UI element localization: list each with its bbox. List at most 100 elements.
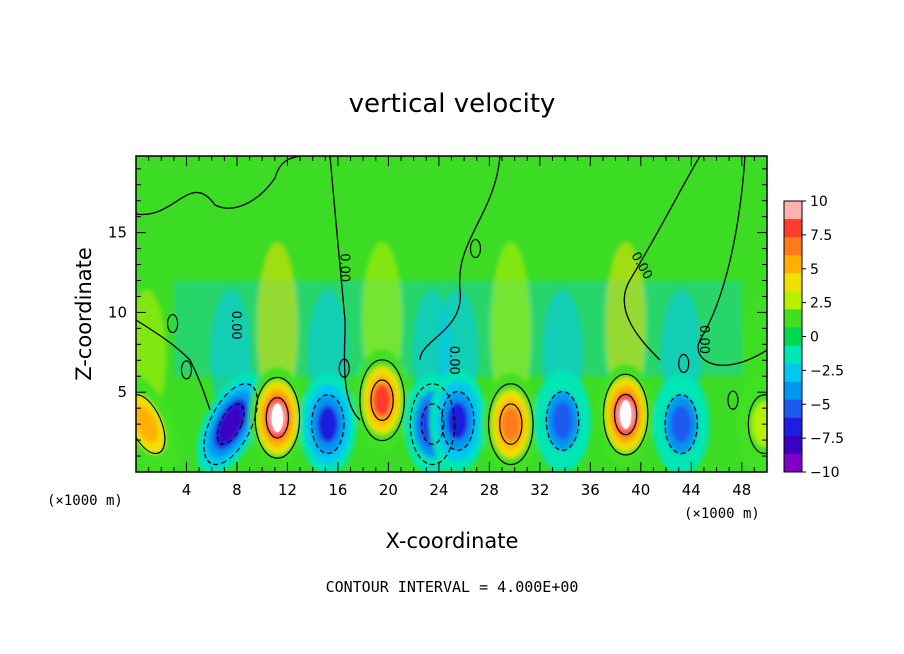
x-tick-label: 16 <box>328 481 347 499</box>
colorbar-swatch <box>784 291 802 310</box>
negative-contour <box>545 390 580 451</box>
x-tick-label: 4 <box>182 481 192 499</box>
x-tick-label: 48 <box>732 481 751 499</box>
velocity-cell <box>482 241 540 472</box>
x-axis-unit-left: (×1000 m) <box>47 493 123 509</box>
colorbar-swatch <box>784 309 802 328</box>
colorbar-tick-label: −2.5 <box>810 363 844 379</box>
colorbar-swatch <box>784 345 802 365</box>
colorbar-swatch <box>784 255 802 274</box>
velocity-cell <box>736 289 767 472</box>
positive-contour <box>499 403 523 445</box>
contour-labels: 0.000.000.000.000.00 <box>228 250 711 375</box>
negative-contour <box>664 394 698 455</box>
x-tick-label: 32 <box>530 481 549 499</box>
colorbar: 10 7.5 5 2.5 0 −2.5 −5 −7.5 −10 <box>783 194 844 481</box>
positive-contour <box>488 383 534 466</box>
x-tick-label: 28 <box>480 481 499 499</box>
positive-contour <box>602 373 649 456</box>
negative-contour <box>203 383 259 466</box>
velocity-core <box>447 402 469 440</box>
velocity-core <box>219 407 242 441</box>
colorbar-tick-label: 7.5 <box>810 228 832 244</box>
velocity-cell <box>353 241 411 452</box>
colorbar-labels: 10 7.5 5 2.5 0 −2.5 −5 −7.5 −10 <box>802 194 844 481</box>
contour-label: 0.00 <box>336 253 351 282</box>
y-tick-label: 15 <box>108 224 127 242</box>
contour-label: 0.00 <box>446 346 461 375</box>
colorbar-swatch <box>784 273 802 292</box>
colorbar-swatch <box>784 399 802 419</box>
velocity-core <box>670 405 692 443</box>
contour-label: 0.00 <box>696 325 711 354</box>
negative-contour <box>216 403 245 445</box>
velocity-core <box>501 407 521 441</box>
chart-title: vertical velocity <box>349 89 556 119</box>
colorbar-swatch <box>784 201 802 220</box>
colorbar-swatch <box>784 219 802 238</box>
x-tick-label: 8 <box>232 481 242 499</box>
contour-lines <box>136 156 767 466</box>
velocity-core <box>552 402 573 440</box>
x-axis-unit-right: (×1000 m) <box>684 506 760 522</box>
velocity-peak <box>271 403 284 433</box>
positive-contour <box>359 359 405 442</box>
colorbar-swatch <box>784 363 802 383</box>
zero-contour <box>136 156 301 216</box>
colorbar-tick-label: 10 <box>810 194 828 210</box>
colorbar-tick-label: 0 <box>810 330 819 346</box>
x-axis-title: X-coordinate <box>386 529 519 553</box>
contour-label: 0.00 <box>228 311 243 340</box>
velocity-peak <box>619 400 632 429</box>
y-axis-title: Z-coordinate <box>72 247 96 381</box>
colorbar-swatch <box>784 327 802 347</box>
negative-contour <box>311 394 345 455</box>
colorbar-swatches <box>784 201 802 473</box>
positive-contour <box>254 376 301 459</box>
x-tick-label: 12 <box>278 481 297 499</box>
zero-contour <box>329 156 361 421</box>
colorbar-tick-label: −7.5 <box>810 431 844 447</box>
y-tick-label: 5 <box>117 383 127 401</box>
colorbar-swatch <box>784 417 802 437</box>
zero-contour <box>623 156 701 361</box>
plot-area: 0.000.000.000.000.00 4 8 12 16 20 24 28 32 36 40 4… <box>108 155 768 499</box>
colorbar-swatch <box>784 435 802 455</box>
colorbar-swatch <box>784 453 802 473</box>
isolated-contour <box>180 360 193 380</box>
negative-contour <box>409 383 456 466</box>
positive-contour <box>747 394 767 455</box>
y-tick-label: 10 <box>108 303 127 321</box>
positive-contour <box>370 379 394 421</box>
velocity-cell <box>196 289 265 472</box>
colorbar-swatch <box>784 381 802 401</box>
colorbar-tick-label: −5 <box>810 397 831 413</box>
zero-contour <box>136 319 211 411</box>
positive-contour <box>613 393 638 436</box>
x-tick-label: 20 <box>379 481 398 499</box>
contour-interval-note: CONTOUR INTERVAL = 4.000E+00 <box>326 578 579 596</box>
colorbar-tick-label: 2.5 <box>810 296 832 312</box>
velocity-core <box>372 383 392 417</box>
x-tick-label: 24 <box>429 481 448 499</box>
velocity-core <box>136 405 159 443</box>
x-tick-label: 40 <box>631 481 650 499</box>
colorbar-swatch <box>784 237 802 256</box>
zero-contour <box>419 156 501 361</box>
velocity-field <box>136 241 767 472</box>
negative-contour <box>420 403 445 445</box>
isolated-contour <box>469 238 482 259</box>
velocity-core <box>752 401 767 447</box>
x-tick-label: 36 <box>581 481 600 499</box>
velocity-core <box>317 405 339 443</box>
isolated-contour <box>678 353 690 374</box>
x-tick-label: 44 <box>682 481 701 499</box>
isolated-contour <box>727 390 739 410</box>
positive-contour <box>265 396 290 439</box>
x-axis-ticks: 4 8 12 16 20 24 28 32 36 40 44 48 <box>148 156 755 499</box>
colorbar-tick-label: −10 <box>810 465 840 481</box>
zero-contour <box>697 156 767 366</box>
isolated-contour <box>166 313 179 334</box>
negative-contour <box>441 390 475 451</box>
